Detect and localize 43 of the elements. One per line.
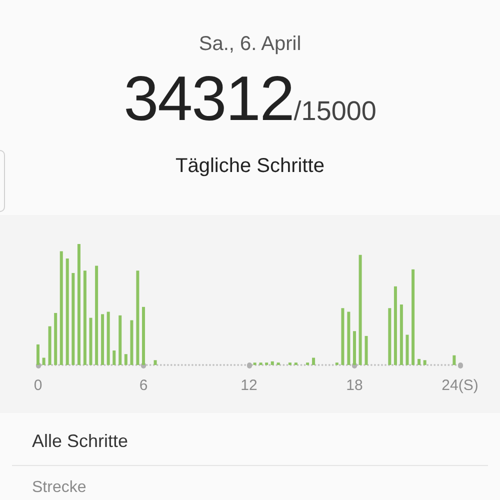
bar: [341, 308, 344, 365]
bar: [112, 350, 116, 365]
text: Strecke: [32, 479, 86, 496]
text: Alle Schritte: [32, 431, 128, 451]
bar: [106, 312, 110, 365]
bar: [54, 312, 58, 365]
bar: [101, 314, 104, 365]
bar: [42, 358, 46, 365]
bar: [130, 320, 134, 365]
bar: [72, 273, 75, 365]
bar: [118, 315, 122, 365]
bar: [412, 269, 415, 365]
bar: [154, 360, 157, 365]
bar: [48, 326, 52, 365]
text: /15000: [294, 96, 376, 126]
text: 34312: [124, 64, 294, 134]
bar: [358, 254, 362, 365]
bar: [400, 304, 403, 365]
bar: [77, 244, 80, 365]
chart-title: Sa., 6. April: [198, 33, 302, 55]
x-tick-label: 18: [346, 377, 363, 394]
bar: [347, 312, 350, 365]
bar: [452, 355, 456, 365]
x-tick-label: 24(S): [442, 377, 478, 394]
bar: [89, 318, 92, 365]
text: Tägliche Schritte: [174, 155, 326, 177]
bar: [124, 354, 128, 365]
bar: [66, 258, 69, 365]
bar: [83, 270, 86, 365]
bar: [388, 308, 392, 365]
bar: [394, 286, 397, 365]
bar: [270, 361, 274, 365]
bar: [423, 360, 426, 365]
bar: [136, 270, 140, 365]
bar: [95, 266, 98, 365]
bar: [60, 251, 63, 365]
bar: [406, 334, 409, 365]
bar: [312, 358, 316, 365]
x-tick-label: 6: [139, 377, 148, 394]
bar: [364, 336, 368, 365]
x-tick-label: 0: [34, 377, 42, 394]
x-tick-label: 12: [240, 377, 258, 394]
bar: [418, 358, 421, 365]
